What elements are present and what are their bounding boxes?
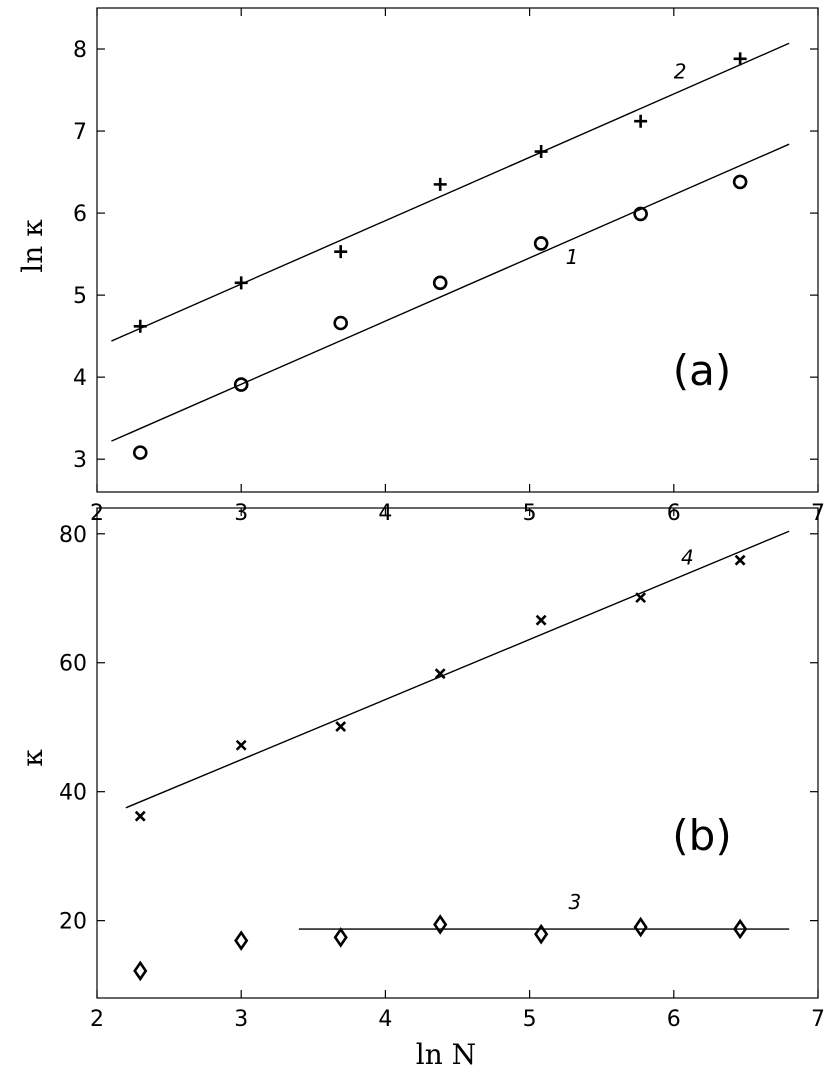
fit-line-a-2 <box>111 143 790 442</box>
circle-point <box>432 275 448 291</box>
kappa-axis-label: κ <box>16 749 49 767</box>
diamond-point <box>733 918 748 940</box>
cross-point <box>434 668 446 680</box>
plus-point <box>634 114 648 128</box>
x-tick-label-b: 5 <box>523 1007 537 1032</box>
y-tick-label-a: 3 <box>73 448 87 473</box>
cross-point <box>734 554 746 566</box>
circle-point <box>732 174 748 190</box>
plus-point <box>133 319 147 333</box>
x-tick-label-b: 4 <box>378 1007 392 1032</box>
ln-kappa-axis-label: ln κ <box>16 219 49 273</box>
circle-point <box>533 236 549 251</box>
y-tick-label-a: 5 <box>73 284 87 309</box>
y-tick-label-b: 20 <box>59 910 87 935</box>
curve-label-3: 3 <box>569 890 582 914</box>
y-tick-label-a: 8 <box>73 38 87 63</box>
plus-point <box>433 177 447 191</box>
plus-point <box>334 245 348 259</box>
plot-frame-b <box>96 507 819 999</box>
ln-n-axis-label: ln N <box>416 1038 476 1071</box>
diamond-point <box>133 960 148 982</box>
circle-point <box>132 445 148 460</box>
y-tick-label-a: 7 <box>73 120 87 145</box>
plot-frame-a <box>96 7 819 493</box>
panel-tag-b: (b) <box>672 811 731 860</box>
y-tick-label-b: 60 <box>59 652 87 677</box>
circle-point <box>633 206 648 222</box>
fit-line-a-1 <box>111 42 790 342</box>
cross-point <box>335 721 347 732</box>
panel-b: 2 3 4 5 6 7 20 40 60 80 4 3 (b) <box>59 507 825 1032</box>
x-tick-label-b: 7 <box>811 1007 825 1032</box>
circle-point <box>233 377 249 392</box>
y-tick-label-a: 6 <box>73 202 87 227</box>
cross-point <box>134 810 146 822</box>
x-tick-label-b: 3 <box>234 1007 248 1032</box>
panel-tag-a: (a) <box>673 346 732 395</box>
plus-point <box>733 52 747 66</box>
cross-point <box>535 614 547 626</box>
diamond-point <box>234 930 249 951</box>
diamond-point <box>333 927 348 948</box>
y-tick-label-a: 4 <box>73 366 87 391</box>
diamond-point <box>433 914 448 935</box>
x-tick-label-b: 6 <box>667 1007 681 1032</box>
circle-point <box>333 315 348 331</box>
fit-line-b-1 <box>125 530 790 809</box>
diamond-point <box>633 916 648 938</box>
cross-point <box>235 739 247 751</box>
plus-point <box>534 145 548 159</box>
y-tick-label-b: 80 <box>59 523 87 548</box>
curve-label-2: 2 <box>674 60 687 84</box>
y-tick-label-b: 40 <box>59 781 87 806</box>
x-tick-label-b: 2 <box>90 1007 104 1032</box>
curve-label-1: 1 <box>566 245 579 269</box>
cross-point <box>635 592 647 604</box>
plus-point <box>234 276 248 290</box>
curve-label-4: 4 <box>681 546 694 570</box>
diamond-point <box>534 923 549 945</box>
